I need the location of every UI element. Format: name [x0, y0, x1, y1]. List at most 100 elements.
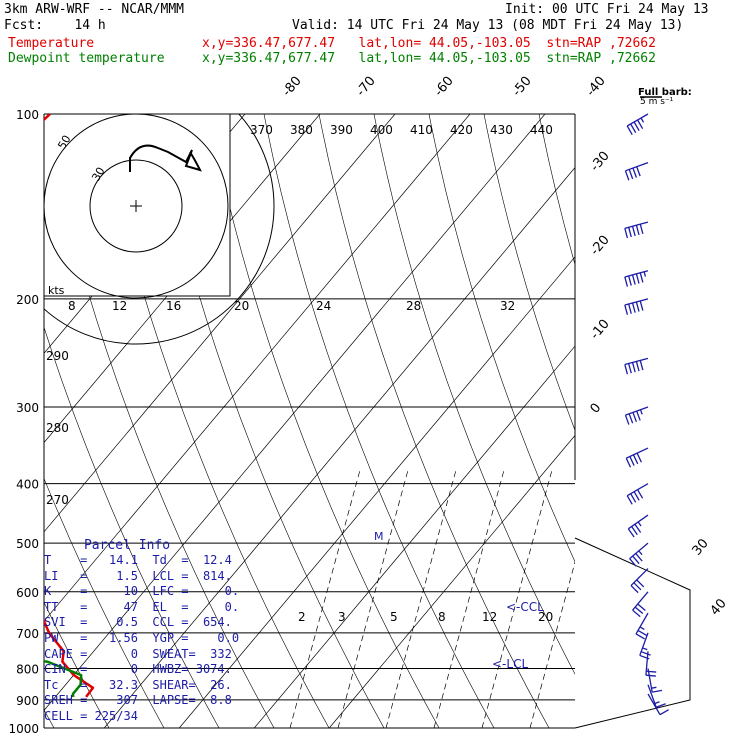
dry-adiabat	[44, 326, 220, 728]
isotherm-label: -40	[584, 74, 609, 100]
hodograph-box	[44, 114, 231, 297]
mixing-ratio-label: 2	[298, 610, 306, 624]
theta-label: 290	[46, 349, 69, 363]
hodograph-speed-label: 8	[68, 299, 76, 313]
mixing-ratio-line	[337, 469, 409, 728]
dry-adiabat	[263, 114, 495, 728]
pressure-label-800: 800	[16, 662, 39, 676]
wind-barb	[647, 693, 669, 716]
mixing-ratio-label: 3	[338, 610, 346, 624]
theta-e-label: 400	[370, 123, 393, 137]
right-extension	[574, 537, 691, 729]
temperature-legend: Temperature	[8, 36, 95, 51]
parcel-info-row: T = 14.1 Td = 12.4	[44, 553, 232, 567]
theta-e-label: 410	[410, 123, 433, 137]
pressure-label-700: 700	[16, 627, 39, 641]
theta-e-label: 430	[490, 123, 513, 137]
wind-barb	[626, 483, 649, 505]
isotherm	[253, 345, 575, 728]
wind-barb	[624, 406, 649, 425]
wind-barb	[624, 221, 649, 239]
parcel-info-row: CAPE = 0 SWEAT= 332	[44, 646, 232, 661]
theta-e-label: 390	[330, 123, 353, 137]
lcl-annotation: <-LCL	[492, 657, 528, 671]
dry-adiabat	[594, 114, 740, 728]
mixing-ratio-label: 20	[538, 610, 553, 624]
temperature-location: x,y=336.47,677.47 lat,lon= 44.05,-103.05…	[202, 36, 656, 51]
hodograph-speed-label: 20	[234, 299, 249, 313]
parcel-info-row: LI = 1.5 LCL = 814.	[44, 568, 232, 583]
hodograph-speed-label: 28	[406, 299, 421, 313]
mixing-ratio-line	[433, 469, 505, 728]
theta-e-label: 380	[290, 123, 313, 137]
isotherm	[178, 256, 575, 728]
dry-adiabat	[318, 114, 550, 728]
full-barb-label: Full barb:	[638, 87, 692, 98]
parcel-info-row: PW = 1.56 YGP = 0.0	[44, 630, 240, 645]
pressure-label-500: 500	[16, 537, 39, 551]
dry-adiabat	[704, 114, 740, 728]
mixing-ratio-line	[578, 470, 648, 728]
wind-barb	[624, 162, 649, 181]
wind-barb	[624, 270, 649, 287]
hodograph-trace	[129, 144, 202, 172]
hodograph-ring	[89, 159, 183, 253]
parcel-info-row: K = 10 LFC = 0.	[44, 584, 240, 599]
theta-e-label: 440	[530, 123, 553, 137]
mixing-ratio-line	[529, 560, 575, 728]
isotherm-label: -80	[280, 74, 305, 100]
dry-adiabat	[208, 114, 440, 728]
wind-barb	[629, 542, 649, 567]
isotherm-label: 0	[588, 401, 605, 417]
dewpoint-legend: Dewpoint temperature	[8, 51, 165, 66]
valid-time: Valid: 14 UTC Fri 24 May 13 (08 MDT Fri …	[292, 18, 684, 33]
init-time: Init: 00 UTC Fri 24 May 13	[505, 2, 709, 17]
isotherm-label: -10	[588, 317, 613, 343]
isotherm	[103, 167, 575, 728]
wind-barb	[647, 668, 663, 693]
isotherm-label: -50	[510, 74, 535, 100]
wind-barb	[625, 447, 649, 468]
pressure-label-300: 300	[16, 401, 39, 415]
parcel-info-row: Tc = 32.3 SHEAR= 26.	[44, 677, 232, 692]
mixing-ratio-line	[385, 469, 457, 728]
hodograph-speed-label: 32	[500, 299, 515, 313]
parcel-info-row: CIN = 0 HWBZ= 3074.	[44, 662, 232, 677]
hodograph-ring	[44, 114, 229, 299]
dry-adiabat	[373, 114, 575, 675]
isotherm	[44, 114, 396, 533]
dry-adiabat	[649, 114, 740, 728]
parcel-info-row: CELL = 225/34	[44, 708, 138, 723]
wind-barb	[647, 684, 666, 708]
model-title: 3km ARW-WRF -- NCAR/MMM	[4, 2, 185, 17]
hodograph-units: kts	[48, 284, 65, 297]
wind-barb	[624, 298, 649, 315]
pressure-label-200: 200	[16, 293, 39, 307]
isotherm	[44, 114, 471, 622]
wind-barb	[627, 514, 649, 538]
dewpoint-location: x,y=336.47,677.47 lat,lon= 44.05,-103.05…	[202, 51, 656, 66]
theta-e-label: 420	[450, 123, 473, 137]
isotherm-label: 40	[708, 596, 730, 618]
pressure-label-1000: 1000	[8, 722, 39, 736]
hodograph-ring-label: 50	[55, 133, 73, 152]
parcel-info-rows: T = 14.1 Td = 12.4 LI = 1.5 LCL = 814. K =…	[44, 553, 240, 725]
mixing-ratio-label: 5	[390, 610, 398, 624]
theta-label: 280	[46, 421, 69, 435]
parcel-info-row: SVI = 0.5 CCL = 654.	[44, 615, 232, 630]
wind-barb	[630, 568, 649, 594]
wind-barb	[626, 113, 649, 135]
isotherm-label: 30	[690, 536, 712, 558]
full-barb-units: 5 m s⁻¹	[640, 97, 674, 107]
isotherm-label: -20	[588, 233, 613, 259]
wind-barb	[645, 651, 657, 677]
hodograph-ring	[44, 114, 275, 345]
dry-adiabat	[44, 477, 165, 728]
dewpoint-trace	[44, 660, 83, 698]
parcel-info-row: TT = 47 EL = 0.	[44, 599, 240, 614]
mixing-ratio-label: 8	[438, 610, 446, 624]
forecast-hour: Fcst: 14 h	[4, 18, 106, 33]
theta-label: 270	[46, 493, 69, 507]
wind-barb	[624, 357, 649, 375]
